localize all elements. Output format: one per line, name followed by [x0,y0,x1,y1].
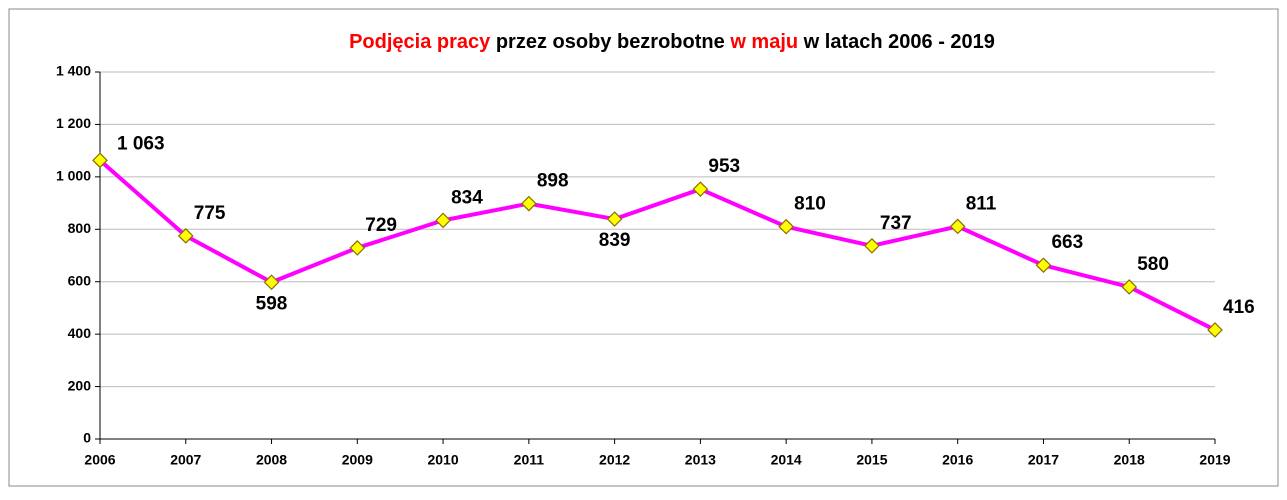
data-label: 839 [599,230,631,251]
y-tick-label: 1 000 [56,168,91,184]
marker [1121,279,1138,295]
marker [692,181,709,198]
data-label: 737 [880,213,912,234]
marker [435,212,451,229]
data-label: 416 [1223,297,1255,318]
data-label: 898 [537,171,569,192]
x-tick-label: 2019 [1199,452,1230,468]
y-tick-label: 1 200 [56,115,91,131]
marker [177,227,194,244]
marker [92,152,108,169]
x-tick-label: 2014 [771,452,802,468]
marker [778,218,795,235]
title-part: przez osoby bezrobotne [490,31,730,53]
y-tick-label: 0 [83,430,91,446]
data-label: 663 [1051,232,1083,253]
x-tick-label: 2018 [1114,452,1145,468]
title-part: w maju [729,31,798,53]
chart-frame [8,8,1279,487]
marker [263,274,280,291]
marker [349,240,366,256]
data-label: 834 [451,187,483,208]
y-tick-label: 400 [68,325,92,341]
line [98,158,1216,332]
chart-title: Podjęcia pracy przez osoby bezrobotne w … [349,31,995,53]
x-tick-label: 2015 [856,452,887,468]
y-tick-label: 1 400 [56,63,91,79]
data-label: 580 [1137,254,1169,275]
data-label: 810 [794,194,826,215]
y-tick-label: 600 [68,272,92,288]
x-tick-label: 2012 [599,452,630,468]
x-tick-label: 2011 [514,452,545,468]
x-tick-label: 2013 [685,452,716,468]
data-label: 729 [365,215,397,236]
marker [1207,322,1223,338]
x-tick-label: 2008 [256,452,287,468]
title-part: w latach 2006 - 2019 [798,31,995,53]
x-tick-label: 2006 [84,452,115,468]
x-tick-label: 2010 [427,452,458,468]
data-label: 775 [194,203,226,224]
title-part: Podjęcia pracy [349,31,491,53]
y-tick-label: 200 [68,377,92,393]
marker [864,237,880,254]
x-tick-label: 2007 [170,452,201,468]
data-label: 811 [966,193,997,214]
data-label: 953 [708,156,740,177]
x-tick-label: 2009 [342,452,373,468]
data-label: 1 063 [117,133,165,154]
marker [606,211,623,227]
data-label: 598 [256,293,288,314]
marker [1035,257,1052,274]
x-tick-label: 2017 [1028,452,1059,468]
marker [520,195,537,212]
x-tick-label: 2016 [942,452,973,468]
y-tick-label: 800 [68,220,92,236]
marker [949,218,966,235]
